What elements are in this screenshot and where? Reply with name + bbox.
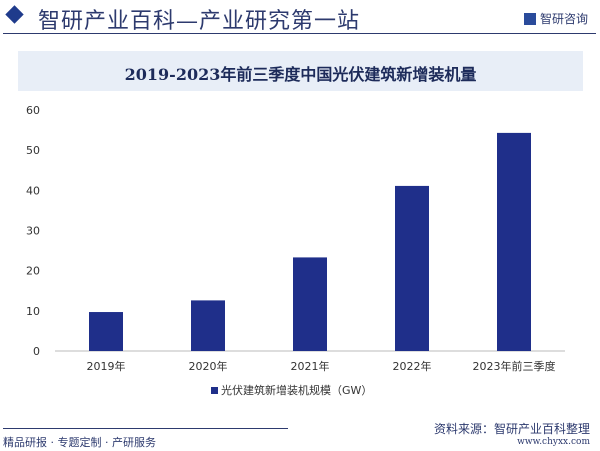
chart-title-bar: 2019-2023年前三季度中国光伏建筑新增装机量 (18, 51, 583, 91)
y-tick-label: 20 (26, 265, 40, 278)
source-url: www.chyxx.com (517, 437, 590, 447)
y-tick-label: 50 (26, 144, 40, 157)
footer-services: 精品研报 · 专题定制 · 产研服务 (3, 436, 156, 449)
header: 智研产业百科—产业研究第一站 智研咨询 (0, 0, 600, 36)
bar (293, 257, 327, 351)
header-divider (3, 33, 596, 34)
x-tick-label: 2021年 (291, 359, 330, 373)
logo-icon (523, 13, 536, 25)
x-tick-label: 2019年 (87, 359, 126, 373)
x-tick-label: 2023年前三季度 (473, 359, 556, 373)
source-note: 资料来源：智研产业百科整理 (433, 422, 590, 436)
bar (191, 300, 225, 351)
logo-text: 智研咨询 (539, 12, 588, 26)
y-tick-label: 0 (33, 345, 40, 358)
bar (89, 312, 123, 351)
chart-title: 2019-2023年前三季度中国光伏建筑新增装机量 (124, 65, 477, 84)
site-title: 智研产业百科—产业研究第一站 (38, 9, 361, 34)
y-tick-label: 40 (26, 184, 40, 197)
footer-divider (3, 428, 288, 429)
x-tick-label: 2020年 (189, 359, 228, 373)
brand-logo: 智研咨询 (523, 10, 588, 27)
y-tick-label: 60 (26, 104, 40, 117)
y-tick-label: 30 (26, 225, 40, 238)
bar (395, 185, 429, 351)
y-tick-label: 10 (26, 305, 40, 318)
legend-swatch (211, 387, 218, 394)
bar (497, 132, 531, 351)
x-tick-label: 2022年 (393, 359, 432, 373)
legend-label: 光伏建筑新增装机规模（GW） (221, 383, 372, 397)
